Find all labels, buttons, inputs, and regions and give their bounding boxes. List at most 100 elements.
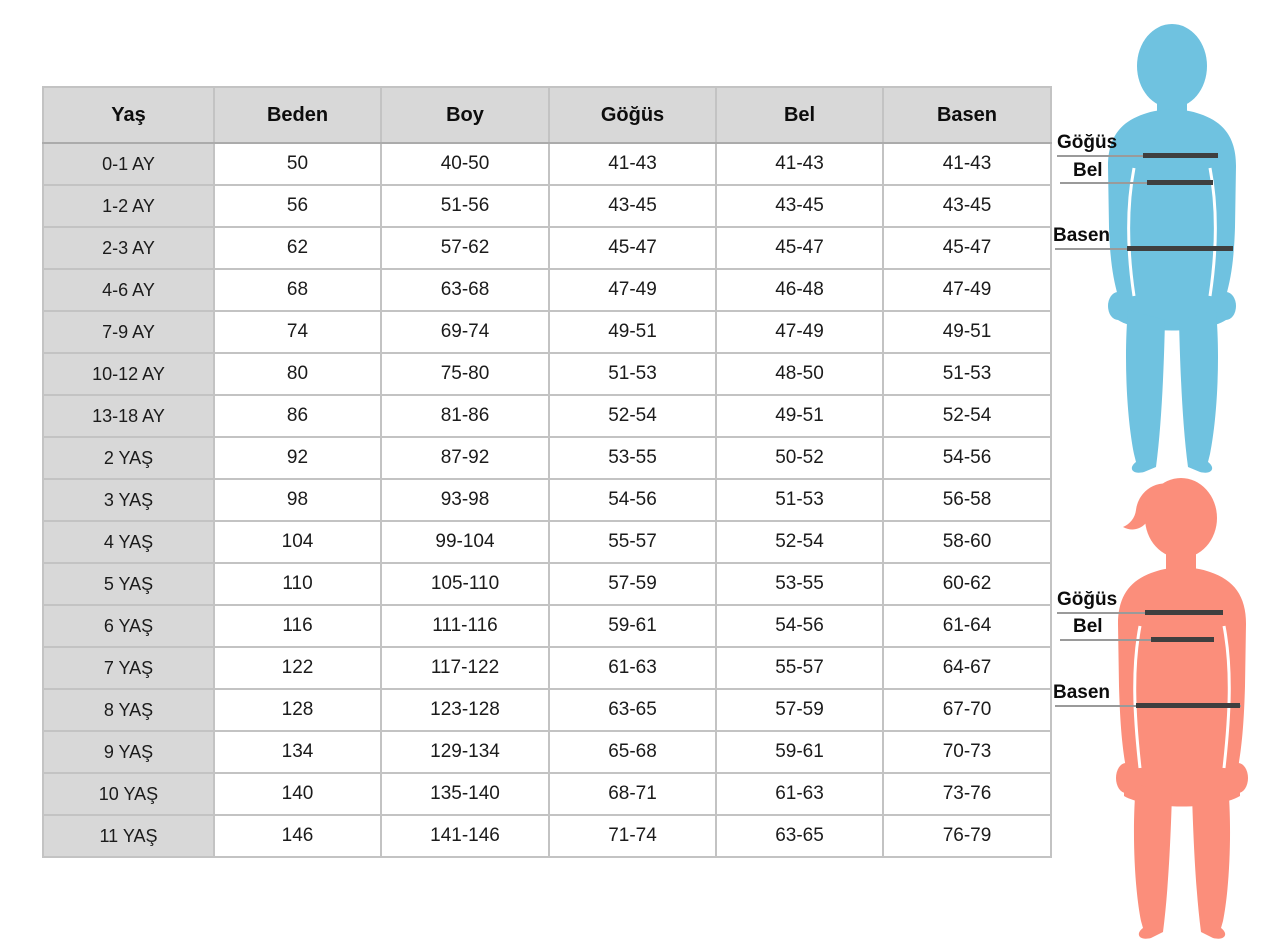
value-cell: 76-79: [882, 814, 1052, 858]
column-header: Beden: [213, 86, 382, 144]
value-cell: 41-43: [715, 142, 884, 186]
value-cell: 65-68: [548, 730, 717, 774]
waist-measure-line-top: [1147, 180, 1213, 185]
value-cell: 43-45: [715, 184, 884, 228]
value-cell: 86: [213, 394, 382, 438]
table-body: 0-1 AY 50 40-50 41-43 41-43 41-43 1-2 AY 56 51-5…: [42, 142, 1052, 858]
value-cell: 60-62: [882, 562, 1052, 606]
value-cell: 51-53: [548, 352, 717, 396]
value-cell: 92: [213, 436, 382, 480]
chest-measure-line-top: [1143, 153, 1218, 158]
value-cell: 93-98: [380, 478, 550, 522]
value-cell: 81-86: [380, 394, 550, 438]
value-cell: 67-70: [882, 688, 1052, 732]
row-label-cell: 7 YAŞ: [42, 646, 215, 690]
value-cell: 59-61: [548, 604, 717, 648]
value-cell: 63-68: [380, 268, 550, 312]
value-cell: 47-49: [548, 268, 717, 312]
waist-measure-line-bottom: [1151, 637, 1214, 642]
value-cell: 55-57: [715, 646, 884, 690]
value-cell: 116: [213, 604, 382, 648]
row-label-cell: 2 YAŞ: [42, 436, 215, 480]
table-row: 13-18 AY 86 81-86 52-54 49-51 52-54: [42, 394, 1052, 438]
table-row: 4-6 AY 68 63-68 47-49 46-48 47-49: [42, 268, 1052, 312]
value-cell: 61-64: [882, 604, 1052, 648]
value-cell: 61-63: [548, 646, 717, 690]
value-cell: 52-54: [882, 394, 1052, 438]
value-cell: 68: [213, 268, 382, 312]
value-cell: 56-58: [882, 478, 1052, 522]
value-cell: 40-50: [380, 142, 550, 186]
value-cell: 57-62: [380, 226, 550, 270]
value-cell: 48-50: [715, 352, 884, 396]
value-cell: 117-122: [380, 646, 550, 690]
value-cell: 43-45: [548, 184, 717, 228]
row-label-cell: 6 YAŞ: [42, 604, 215, 648]
value-cell: 110: [213, 562, 382, 606]
row-label-cell: 9 YAŞ: [42, 730, 215, 774]
waist-leader-line-bottom: [1060, 639, 1214, 641]
table-row: 0-1 AY 50 40-50 41-43 41-43 41-43: [42, 142, 1052, 186]
value-cell: 62: [213, 226, 382, 270]
value-cell: 58-60: [882, 520, 1052, 564]
value-cell: 69-74: [380, 310, 550, 354]
value-cell: 146: [213, 814, 382, 858]
value-cell: 45-47: [715, 226, 884, 270]
value-cell: 71-74: [548, 814, 717, 858]
value-cell: 134: [213, 730, 382, 774]
value-cell: 140: [213, 772, 382, 816]
row-label-cell: 2-3 AY: [42, 226, 215, 270]
value-cell: 49-51: [548, 310, 717, 354]
value-cell: 57-59: [548, 562, 717, 606]
row-label-cell: 3 YAŞ: [42, 478, 215, 522]
value-cell: 123-128: [380, 688, 550, 732]
value-cell: 56: [213, 184, 382, 228]
value-cell: 128: [213, 688, 382, 732]
row-label-cell: 13-18 AY: [42, 394, 215, 438]
value-cell: 57-59: [715, 688, 884, 732]
value-cell: 49-51: [715, 394, 884, 438]
value-cell: 129-134: [380, 730, 550, 774]
value-cell: 135-140: [380, 772, 550, 816]
value-cell: 50: [213, 142, 382, 186]
chest-measure-line-bottom: [1145, 610, 1223, 615]
table-row: 3 YAŞ 98 93-98 54-56 51-53 56-58: [42, 478, 1052, 522]
value-cell: 141-146: [380, 814, 550, 858]
value-cell: 55-57: [548, 520, 717, 564]
column-header: Yaş: [42, 86, 215, 144]
row-label-cell: 7-9 AY: [42, 310, 215, 354]
value-cell: 99-104: [380, 520, 550, 564]
value-cell: 41-43: [882, 142, 1052, 186]
value-cell: 61-63: [715, 772, 884, 816]
value-cell: 53-55: [548, 436, 717, 480]
header-row: Yaş Beden Boy Göğüs Bel Basen: [42, 86, 1052, 144]
table-row: 8 YAŞ 128 123-128 63-65 57-59 67-70: [42, 688, 1052, 732]
value-cell: 49-51: [882, 310, 1052, 354]
hips-measure-line-top: [1127, 246, 1233, 251]
chest-label-top: Göğüs: [1057, 132, 1118, 153]
hips-label-bottom: Basen: [1053, 682, 1111, 703]
table-row: 7 YAŞ 122 117-122 61-63 55-57 64-67: [42, 646, 1052, 690]
row-label-cell: 0-1 AY: [42, 142, 215, 186]
column-header: Basen: [882, 86, 1052, 144]
chest-label-bottom: Göğüs: [1057, 589, 1118, 610]
row-label-cell: 8 YAŞ: [42, 688, 215, 732]
value-cell: 52-54: [715, 520, 884, 564]
chest-leader-line-bottom: [1057, 612, 1223, 614]
value-cell: 63-65: [715, 814, 884, 858]
girl-body-shape: [1116, 478, 1248, 939]
table-row: 9 YAŞ 134 129-134 65-68 59-61 70-73: [42, 730, 1052, 774]
value-cell: 98: [213, 478, 382, 522]
row-label-cell: 1-2 AY: [42, 184, 215, 228]
value-cell: 43-45: [882, 184, 1052, 228]
value-cell: 68-71: [548, 772, 717, 816]
value-cell: 45-47: [882, 226, 1052, 270]
girl-silhouette: [1116, 478, 1248, 939]
waist-label-top: Bel: [1073, 160, 1103, 181]
table-row: 6 YAŞ 116 111-116 59-61 54-56 61-64: [42, 604, 1052, 648]
value-cell: 51-56: [380, 184, 550, 228]
value-cell: 59-61: [715, 730, 884, 774]
waist-leader-line-top: [1060, 182, 1213, 184]
row-label-cell: 10 YAŞ: [42, 772, 215, 816]
table-row: 10-12 AY 80 75-80 51-53 48-50 51-53: [42, 352, 1052, 396]
